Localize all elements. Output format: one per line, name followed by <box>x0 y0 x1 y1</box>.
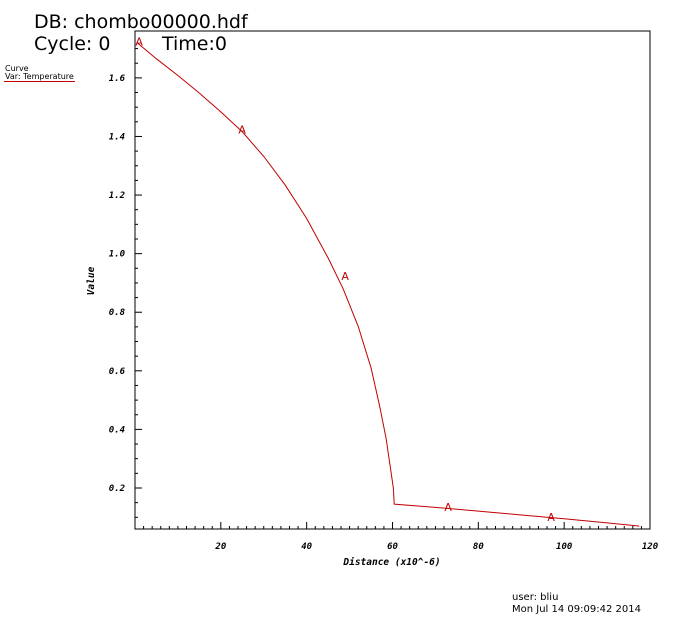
y-tick-label: 1.6 <box>109 74 126 84</box>
y-tick-label: 0.6 <box>109 367 126 377</box>
x-tick-label: 80 <box>473 542 484 552</box>
y-axis: 0.2 0.4 0.6 0.8 1.0 1.2 1.4 1.6 <box>109 48 142 518</box>
series-marker-label: A <box>444 501 452 514</box>
x-tick-label: 100 <box>556 542 573 552</box>
x-tick-label: 120 <box>642 542 659 552</box>
series-line-A <box>136 42 640 527</box>
legend-title: Curve <box>5 64 29 73</box>
legend-line-swatch <box>4 81 75 82</box>
y-tick-label: 1.4 <box>109 132 125 142</box>
y-tick-label: 1.0 <box>109 250 126 260</box>
y-tick-label: 0.2 <box>109 484 125 494</box>
series-marker-label: A <box>238 124 246 137</box>
cycle-label: Cycle: 0 <box>34 33 111 55</box>
legend-variable: Var: Temperature <box>5 72 74 81</box>
plot-frame <box>134 30 651 530</box>
footer-user: user: bliu <box>512 592 559 603</box>
footer-timestamp: Mon Jul 14 09:09:42 2014 <box>512 604 641 615</box>
y-tick-label: 1.2 <box>109 191 125 201</box>
y-tick-label: 0.4 <box>109 425 125 435</box>
series-marker-label: A <box>135 36 143 49</box>
y-tick-label: 0.8 <box>109 308 125 318</box>
database-label: DB: chombo00000.hdf <box>34 11 248 33</box>
x-tick-label: 20 <box>214 542 226 552</box>
series-marker-label: A <box>341 270 349 283</box>
y-axis-title: Value <box>86 266 97 295</box>
series-marker-label: A <box>547 511 555 524</box>
x-tick-label: 40 <box>301 542 312 552</box>
time-label: Time:0 <box>162 33 227 55</box>
x-axis-title: Distance (x10^-6) <box>342 557 440 568</box>
x-tick-label: 60 <box>387 542 398 552</box>
x-axis: 20 40 60 80 100 120 <box>143 522 659 552</box>
series-markers: A A A A A <box>135 36 555 524</box>
